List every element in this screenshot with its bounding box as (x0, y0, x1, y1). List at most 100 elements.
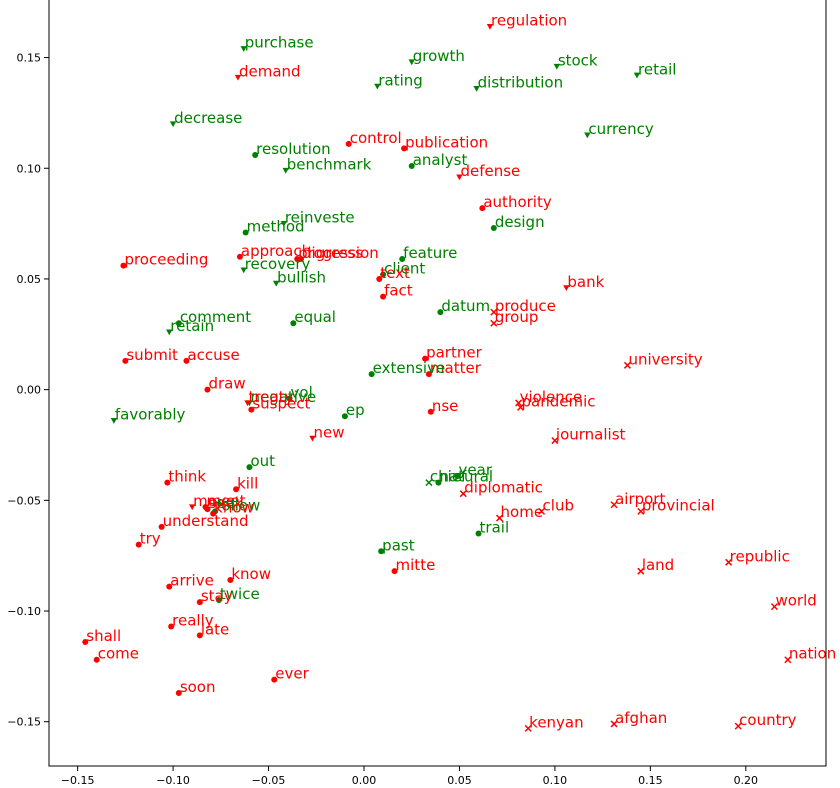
point-marker (272, 280, 280, 287)
point-favorably: favorably (110, 406, 185, 424)
point-marker (298, 256, 304, 263)
point-rating: rating (374, 71, 423, 90)
x-tick-label: −0.15 (61, 774, 95, 787)
point-marker (610, 720, 618, 728)
point-label: progress (298, 244, 363, 262)
point-club: club (538, 496, 574, 515)
point-marker (135, 541, 142, 548)
y-tick-label: 0.15 (17, 52, 42, 65)
point-marker (196, 632, 203, 639)
point-analyst: analyst (408, 151, 467, 170)
point-suspect: suspect (248, 395, 310, 413)
point-retail: retail (633, 60, 676, 79)
point-marker (454, 472, 461, 479)
point-mitte: mitte (391, 556, 435, 575)
point-marker (584, 132, 591, 139)
point-label: currency (588, 120, 653, 138)
plot-frame (48, 0, 827, 767)
point-group: group (490, 308, 538, 327)
point-marker (456, 174, 463, 181)
point-label: pandemic (522, 392, 596, 410)
point-marker (82, 639, 89, 646)
point-home: home (496, 503, 543, 522)
point-label: airport (615, 490, 665, 508)
point-benchmark: benchmark (282, 155, 372, 174)
point-marker (437, 309, 444, 316)
point-know: know (227, 565, 271, 584)
point-marker (120, 262, 127, 269)
point-label: treaty (249, 388, 294, 406)
x-tick-label: −0.05 (252, 774, 286, 787)
point-label: stock (558, 51, 598, 69)
point-late: late (196, 620, 229, 639)
point-nse: nse (427, 397, 458, 415)
point-label: new (313, 423, 344, 441)
point-label: know (231, 565, 271, 583)
x-tick-label: 0.10 (543, 774, 568, 787)
point-label: publication (405, 133, 488, 151)
point-label: trail (480, 519, 510, 537)
point-diplomatic: diplomatic (459, 479, 543, 498)
point-think: think (164, 468, 206, 486)
point-republic: republic (725, 547, 790, 566)
point-recovery: recovery (240, 255, 310, 274)
point-stock: stock (553, 51, 598, 70)
point-label: extensive (373, 359, 446, 377)
point-label: text (380, 264, 410, 282)
point-marker (341, 413, 348, 420)
point-label: stay (201, 587, 233, 605)
point-label: produce (495, 297, 556, 315)
point-label: comment (180, 308, 251, 326)
point-extensive: extensive (368, 359, 446, 378)
point-past: past (378, 536, 415, 555)
point-marker (734, 722, 742, 730)
point-year: year (454, 461, 493, 479)
point-label: retain (170, 317, 214, 335)
point-label: ep (346, 401, 365, 419)
point-label: distribution (478, 74, 563, 92)
point-vol: vol (286, 383, 313, 402)
point-marker (490, 225, 497, 232)
point-marker (183, 357, 190, 364)
point-label: land (642, 556, 674, 574)
point-marker (240, 267, 247, 274)
point-marker (475, 530, 482, 537)
point-label: country (739, 711, 796, 729)
point-marker (166, 329, 173, 336)
point-label: resolution (256, 140, 330, 158)
point-label: really (172, 612, 214, 630)
point-demand: demand (234, 62, 301, 81)
point-label: late (201, 620, 229, 638)
point-bullish: bullish (272, 268, 326, 287)
point-submit: submit (122, 346, 178, 364)
point-partner: partner (422, 344, 483, 362)
point-marker (368, 371, 375, 378)
point-marker (244, 400, 251, 407)
point-label: seek (208, 494, 243, 512)
point-label: design (495, 213, 545, 231)
point-retain: retain (166, 317, 214, 336)
point-approach: approach (236, 242, 311, 260)
point-label: control (350, 129, 402, 147)
point-arrive: arrive (166, 572, 214, 590)
point-marker (524, 724, 532, 732)
point-label: diplomatic (464, 479, 543, 497)
point-marker (399, 256, 406, 263)
point-label: out (250, 452, 275, 470)
point-publication: publication (401, 133, 488, 152)
point-marker (380, 271, 387, 278)
x-tick-label: 0.20 (734, 774, 759, 787)
point-regulation: regulation (486, 12, 567, 30)
point-label: approach (241, 242, 311, 260)
point-label: year (459, 461, 493, 479)
point-growth: growth (408, 47, 465, 66)
point-marker (248, 406, 255, 413)
point-kill: kill (233, 474, 258, 493)
point-currency: currency (584, 120, 654, 139)
point-label: proceeding (124, 251, 208, 269)
point-marker (374, 83, 381, 90)
point-label: think (168, 468, 206, 486)
point-marker (233, 486, 240, 493)
point-label: chief (430, 468, 467, 486)
point-label: understand (163, 512, 249, 530)
